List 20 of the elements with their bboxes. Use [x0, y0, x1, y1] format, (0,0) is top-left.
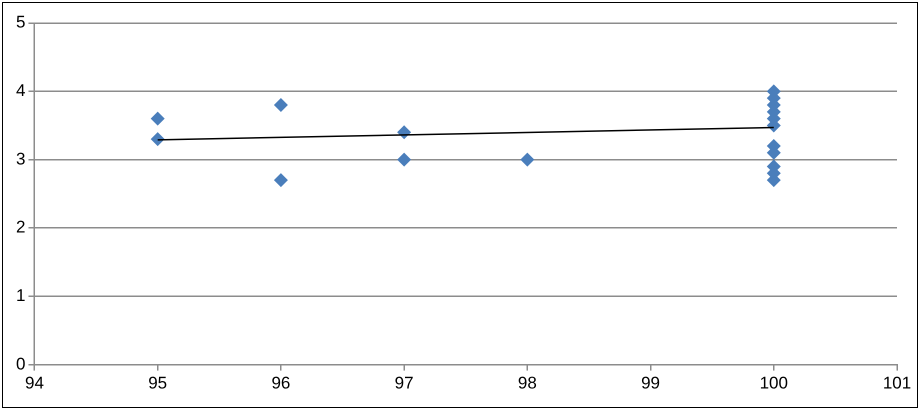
- point: [397, 152, 412, 167]
- y-tick-label: 5: [16, 12, 26, 32]
- point: [150, 132, 165, 146]
- x-tick-label: 98: [518, 373, 537, 392]
- x-tick-label: 96: [271, 373, 290, 392]
- y-tick-label: 1: [16, 286, 26, 305]
- x-tick-label: 95: [148, 373, 168, 392]
- x-tick-label: 94: [24, 373, 44, 392]
- x-tick-label: 101: [882, 373, 912, 392]
- y-tick-label: 0: [16, 354, 26, 374]
- point: [520, 152, 534, 167]
- x-tick-label: 99: [641, 373, 660, 392]
- y-tick-label: 4: [16, 81, 26, 100]
- y-tick-label: 3: [16, 149, 26, 168]
- point: [274, 173, 288, 188]
- x-tick-label: 100: [760, 373, 788, 392]
- point: [150, 112, 165, 126]
- x-tick-label: 97: [394, 373, 414, 392]
- y-tick-label: 2: [16, 218, 26, 237]
- point: [274, 98, 288, 112]
